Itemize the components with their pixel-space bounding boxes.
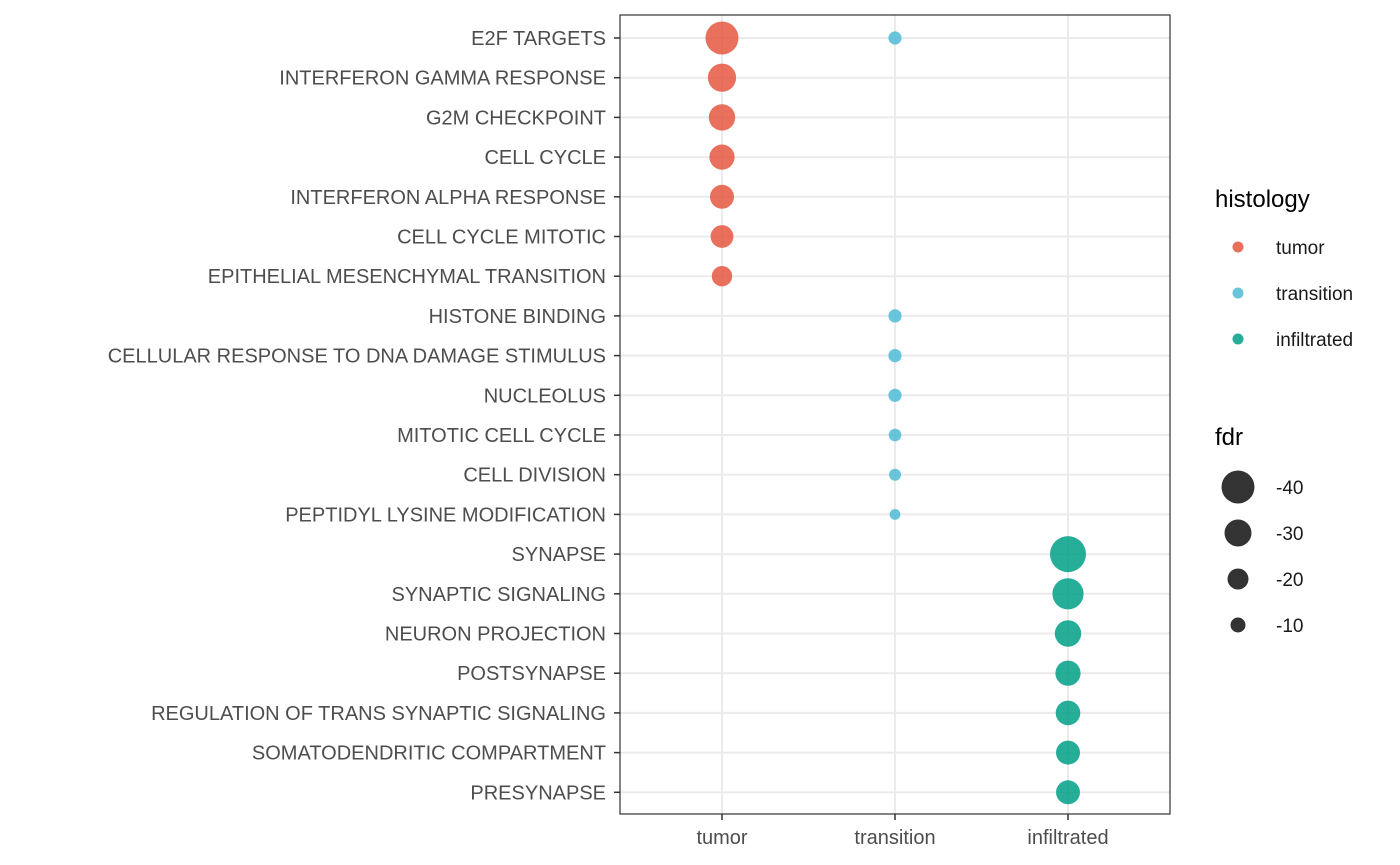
legend-size-title: fdr bbox=[1215, 424, 1243, 451]
y-tick-label-epithelial-mesenchymal-transition: EPITHELIAL MESENCHYMAL TRANSITION bbox=[208, 266, 606, 288]
x-axis: tumor transition infiltrated bbox=[696, 814, 1109, 849]
legend-size-label-30: -30 bbox=[1276, 524, 1303, 545]
x-tick-label-tumor: tumor bbox=[696, 827, 747, 849]
y-tick-label-cell-cycle: CELL CYCLE bbox=[484, 147, 606, 169]
legend-color-keys: tumor transition infiltrated bbox=[1232, 238, 1353, 351]
y-tick-label-e2f-targets: E2F TARGETS bbox=[471, 28, 606, 50]
y-tick-label-neuron-projection: NEURON PROJECTION bbox=[385, 624, 606, 646]
point-infiltrated-regulation-of-trans-synaptic-signaling bbox=[1055, 700, 1081, 726]
y-tick-label-mitotic-cell-cycle: MITOTIC CELL CYCLE bbox=[397, 425, 606, 447]
point-infiltrated-neuron-projection bbox=[1054, 620, 1082, 647]
legend-label-infiltrated: infiltrated bbox=[1276, 330, 1353, 351]
legend-size-keys: -40 -30 -20 -10 bbox=[1221, 470, 1303, 637]
point-infiltrated-presynapse bbox=[1056, 780, 1080, 805]
point-transition-peptidyl-lysine-modification bbox=[889, 509, 901, 520]
legend: histology tumor transition infiltrated fdr… bbox=[1215, 186, 1353, 637]
point-transition-cellular-response-to-dna-damage-stimulus bbox=[888, 349, 902, 363]
point-infiltrated-synapse bbox=[1050, 536, 1086, 573]
y-tick-label-interferon-gamma-response: INTERFERON GAMMA RESPONSE bbox=[279, 68, 606, 90]
y-tick-label-cellular-response-to-dna-damage-stimulus: CELLULAR RESPONSE TO DNA DAMAGE STIMULUS bbox=[108, 346, 606, 368]
point-transition-cell-division bbox=[889, 468, 901, 481]
y-tick-label-g2m-checkpoint: G2M CHECKPOINT bbox=[426, 107, 606, 129]
y-tick-label-cell-cycle-mitotic: CELL CYCLE MITOTIC bbox=[397, 227, 606, 249]
y-tick-label-interferon-alpha-response: INTERFERON ALPHA RESPONSE bbox=[290, 187, 606, 209]
y-tick-label-somatodendritic-compartment: SOMATODENDRITIC COMPARTMENT bbox=[252, 743, 606, 765]
legend-size-label-20: -20 bbox=[1276, 570, 1303, 591]
point-transition-e2f-targets bbox=[888, 31, 902, 45]
y-tick-label-peptidyl-lysine-modification: PEPTIDYL LYSINE MODIFICATION bbox=[285, 504, 606, 526]
y-tick-label-histone-binding: HISTONE BINDING bbox=[429, 306, 606, 328]
data-points bbox=[705, 21, 1086, 805]
legend-size-key-20 bbox=[1227, 568, 1249, 590]
y-tick-label-regulation-of-trans-synaptic-signaling: REGULATION OF TRANS SYNAPTIC SIGNALING bbox=[151, 703, 606, 725]
point-transition-histone-binding bbox=[888, 309, 902, 323]
legend-label-tumor: tumor bbox=[1276, 238, 1325, 259]
point-tumor-cell-cycle-mitotic bbox=[710, 225, 734, 248]
point-transition-mitotic-cell-cycle bbox=[888, 428, 902, 442]
x-tick-label-transition: transition bbox=[854, 827, 935, 849]
plot-panel bbox=[619, 14, 1171, 815]
legend-size-label-40: -40 bbox=[1276, 478, 1303, 499]
y-tick-label-cell-division: CELL DIVISION bbox=[463, 465, 606, 487]
legend-size-key-40 bbox=[1221, 470, 1255, 504]
y-tick-label-postsynapse: POSTSYNAPSE bbox=[457, 663, 606, 685]
legend-key-tumor bbox=[1232, 241, 1244, 253]
legend-size-label-10: -10 bbox=[1276, 616, 1303, 637]
y-tick-label-synapse: SYNAPSE bbox=[512, 544, 606, 566]
legend-key-transition bbox=[1232, 287, 1244, 299]
legend-key-infiltrated bbox=[1232, 333, 1244, 345]
point-tumor-interferon-gamma-response bbox=[707, 63, 737, 92]
legend-size-key-30 bbox=[1224, 519, 1252, 547]
point-tumor-g2m-checkpoint bbox=[708, 104, 736, 131]
point-transition-nucleolus bbox=[888, 388, 902, 402]
point-tumor-cell-cycle bbox=[709, 144, 735, 170]
y-axis: E2F TARGETS INTERFERON GAMMA RESPONSE G2M … bbox=[108, 28, 620, 804]
point-infiltrated-postsynapse bbox=[1055, 660, 1081, 686]
y-tick-label-nucleolus: NUCLEOLUS bbox=[484, 385, 606, 407]
point-infiltrated-synaptic-signaling bbox=[1052, 578, 1084, 610]
point-tumor-e2f-targets bbox=[705, 21, 739, 55]
y-tick-label-synaptic-signaling: SYNAPTIC SIGNALING bbox=[392, 584, 607, 606]
legend-size-key-10 bbox=[1230, 617, 1246, 633]
point-tumor-interferon-alpha-response bbox=[710, 184, 734, 209]
legend-color-title: histology bbox=[1215, 186, 1310, 213]
x-tick-label-infiltrated: infiltrated bbox=[1027, 827, 1108, 849]
y-tick-label-presynapse: PRESYNAPSE bbox=[470, 782, 606, 804]
point-infiltrated-somatodendritic-compartment bbox=[1056, 740, 1080, 765]
point-tumor-epithelial-mesenchymal-transition bbox=[711, 266, 733, 287]
legend-label-transition: transition bbox=[1276, 284, 1353, 305]
